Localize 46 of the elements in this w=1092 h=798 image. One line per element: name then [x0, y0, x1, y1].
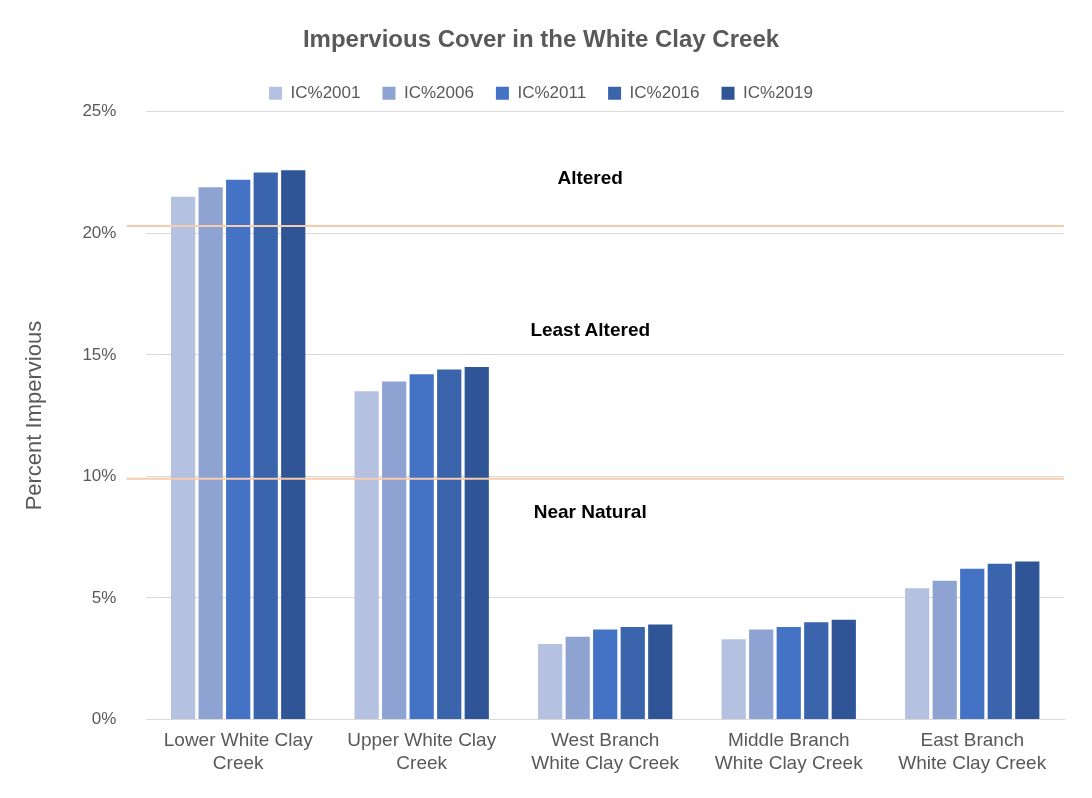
bar — [593, 629, 618, 719]
bar — [721, 639, 746, 719]
bar — [1015, 561, 1040, 719]
bar — [987, 563, 1012, 719]
legend-label: IC%2011 — [517, 82, 587, 102]
bar — [776, 627, 801, 719]
y-axis-title: Percent Impervious — [21, 320, 47, 511]
legend-label: IC%2019 — [743, 82, 813, 102]
bar — [409, 374, 434, 719]
y-tick-label: 5% — [91, 587, 117, 607]
annotation: Least Altered — [530, 318, 651, 340]
y-tick-label: 0% — [91, 709, 117, 729]
bar — [749, 629, 774, 719]
legend-label: IC%2006 — [403, 82, 474, 102]
bar — [932, 580, 957, 719]
bar — [253, 172, 278, 719]
x-tick-label: Lower White Clay Creek — [163, 729, 314, 773]
x-tick-label: East Branch White Clay Creek — [898, 729, 1047, 773]
bar — [171, 196, 196, 719]
x-tick-label: Middle Branch White Clay Creek — [714, 729, 864, 773]
y-tick-label: 10% — [82, 466, 117, 486]
bar — [804, 622, 829, 719]
bar — [226, 179, 251, 719]
bar — [382, 381, 407, 719]
bar — [354, 391, 379, 719]
bar — [464, 366, 489, 719]
bar — [538, 644, 563, 719]
y-tick-label: 25% — [82, 101, 117, 121]
bar — [437, 369, 462, 719]
x-tick-label: Upper White Clay Creek — [347, 729, 497, 773]
legend-label: IC%2016 — [629, 82, 700, 102]
x-tick-label: West Branch White Clay Creek — [531, 729, 680, 773]
bar — [831, 619, 856, 719]
bar — [281, 170, 306, 719]
bar — [565, 636, 590, 719]
bar — [198, 187, 223, 719]
bar — [960, 568, 985, 719]
bar — [620, 627, 645, 719]
legend-label: IC%2001 — [290, 82, 361, 102]
annotation: Near Natural — [533, 501, 647, 523]
y-tick-label: 20% — [82, 223, 117, 243]
bar — [648, 624, 673, 719]
annotation: Altered — [557, 166, 623, 188]
y-tick-label: 15% — [82, 344, 117, 364]
chart-title: Impervious Cover in the White Clay Creek — [302, 25, 780, 53]
bar — [905, 588, 930, 719]
